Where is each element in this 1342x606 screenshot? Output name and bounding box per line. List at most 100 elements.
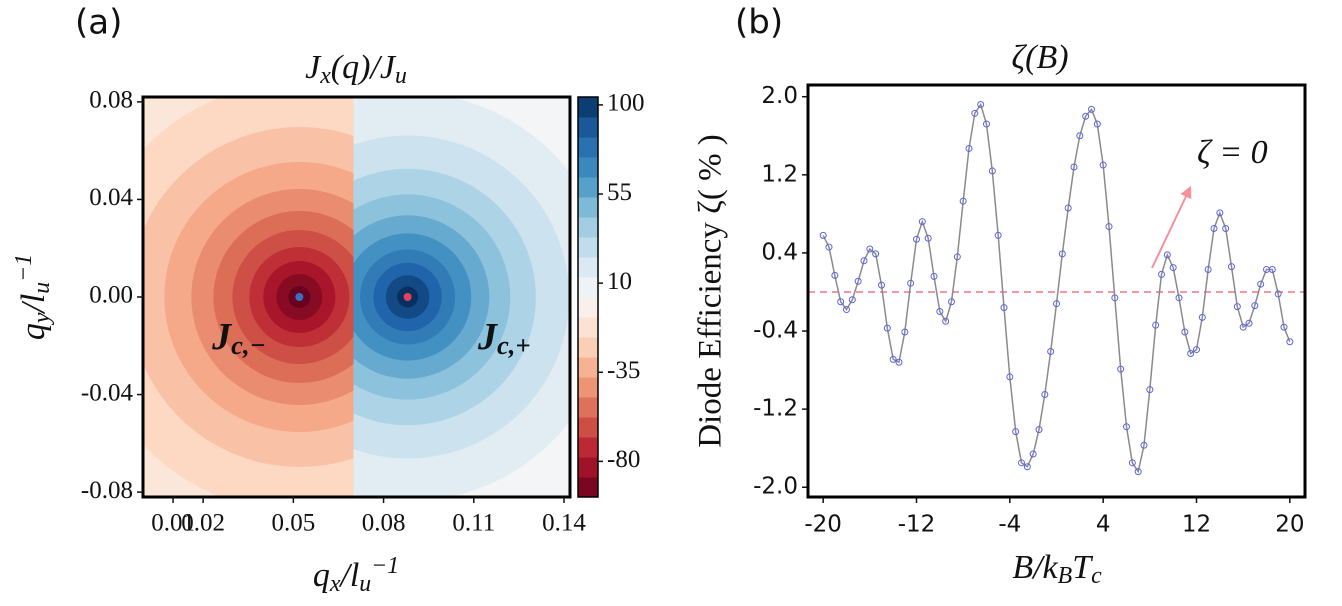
- negative-contours: [143, 97, 354, 497]
- text-part: J: [305, 49, 322, 86]
- x-tick-label: 12: [1182, 512, 1211, 538]
- data-point: [930, 272, 938, 280]
- y-tick-label: -2.0: [753, 474, 798, 500]
- x-tick-label: -4: [998, 512, 1021, 538]
- data-point: [883, 324, 891, 332]
- data-point: [1204, 266, 1212, 274]
- data-point: [1245, 319, 1253, 327]
- text-part: c,+: [497, 330, 531, 360]
- data-point: [1280, 323, 1288, 331]
- chart-title: ζ(B): [1011, 39, 1068, 76]
- data-point: [831, 271, 839, 279]
- panel-label: (b): [735, 3, 783, 43]
- colorbar-step: [578, 217, 598, 238]
- data-point: [1198, 313, 1206, 321]
- data-point: [1286, 338, 1294, 346]
- text-part: u: [395, 63, 407, 89]
- colorbar-step: [578, 397, 598, 418]
- data-point: [1233, 303, 1241, 311]
- x-tick-label: 0.01: [151, 510, 195, 537]
- data-point: [1058, 250, 1066, 258]
- data-point: [1082, 112, 1090, 120]
- text-part: (q)/J: [331, 49, 397, 86]
- y-tick-label: -0.4: [753, 318, 798, 344]
- data-point: [1006, 373, 1014, 381]
- data-point: [1076, 132, 1084, 140]
- y-tick-label: 2.0: [761, 83, 798, 109]
- y-tick-label: -0.08: [81, 477, 133, 504]
- y-tick-label: 0.08: [89, 87, 133, 114]
- data-point: [866, 245, 874, 253]
- positive-contours: [353, 97, 570, 497]
- x-tick-label: 20: [1275, 512, 1304, 538]
- plot-bg: [808, 85, 1305, 497]
- data-point: [1216, 209, 1224, 217]
- colorbar-step: [578, 437, 598, 458]
- data-point: [994, 231, 1002, 239]
- panel-label: (a): [75, 3, 122, 43]
- data-point: [1140, 441, 1148, 449]
- data-point: [1012, 428, 1020, 436]
- colorbar-step: [578, 337, 598, 358]
- data-point: [1105, 223, 1113, 231]
- data-point: [1047, 348, 1055, 356]
- x-axis-label: qx/lu−1: [313, 553, 399, 597]
- colorbar-step: [578, 377, 598, 398]
- colorbar-tick-label: 100: [607, 90, 645, 117]
- y-tick-label: 1.2: [761, 161, 798, 187]
- chart-title: Jx(q)/Ju: [305, 49, 407, 89]
- data-point: [1000, 304, 1008, 312]
- data-point: [1123, 423, 1130, 431]
- data-point: [837, 298, 845, 306]
- data-point: [988, 167, 996, 175]
- data-point: [854, 277, 862, 285]
- y-tick-label: 0.00: [89, 282, 133, 309]
- data-point: [1041, 390, 1049, 398]
- text-part: J: [211, 316, 232, 358]
- colorbar-step: [578, 237, 598, 258]
- data-point: [843, 306, 850, 314]
- data-point: [1257, 280, 1265, 288]
- text-part: /l: [15, 294, 52, 315]
- data-point: [1268, 266, 1276, 274]
- data-point: [1111, 294, 1119, 302]
- text-part: q: [313, 557, 330, 594]
- y-tick-label: -0.04: [81, 379, 134, 406]
- y-axis-label: qy/lu−1: [11, 254, 55, 340]
- colorbar-tick-label: 55: [607, 179, 632, 206]
- colorbar-step: [578, 97, 598, 118]
- data-point: [918, 218, 926, 226]
- center-point: [403, 293, 412, 301]
- data-point: [971, 109, 979, 117]
- data-point: [924, 234, 932, 242]
- data-point: [872, 250, 880, 258]
- data-point: [1193, 346, 1200, 354]
- data-point: [1035, 426, 1043, 434]
- text-part: q: [15, 323, 52, 340]
- x-axis-label: B/kBTc: [1012, 549, 1102, 589]
- data-point: [1099, 161, 1107, 169]
- y-tick-label: 0.4: [761, 239, 798, 265]
- text-part: B/k: [1012, 549, 1058, 586]
- colorbar-step: [578, 277, 598, 298]
- y-axis-label: Diode Efficiency ζ( % ): [693, 134, 729, 448]
- colorbar-frame: [577, 96, 599, 498]
- colorbar-step: [578, 257, 598, 278]
- data-point: [1274, 290, 1282, 298]
- text-part: c,−: [231, 330, 266, 360]
- data-point: [860, 257, 868, 265]
- data-point: [825, 243, 833, 251]
- data-point: [1228, 263, 1235, 271]
- text-part: T: [1072, 549, 1093, 586]
- colorbar-step: [578, 117, 598, 138]
- data-point: [1239, 323, 1247, 331]
- text-part: u: [29, 282, 55, 294]
- x-tick-label: 0.02: [181, 510, 225, 537]
- x-tick-label: 0.05: [271, 510, 315, 537]
- data-point: [1146, 386, 1154, 394]
- data-point: [959, 197, 967, 205]
- data-point: [965, 144, 973, 152]
- data-point: [901, 328, 909, 336]
- text-part: /l: [338, 557, 359, 594]
